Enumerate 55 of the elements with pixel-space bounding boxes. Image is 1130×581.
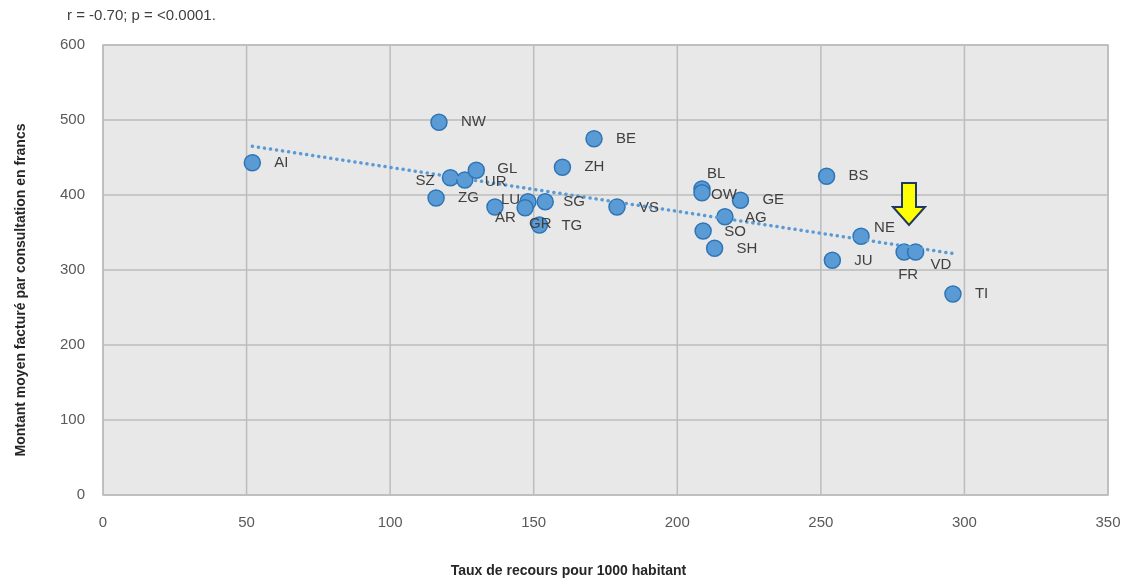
x-tick-label: 100	[377, 513, 403, 530]
y-tick-label: 200	[59, 334, 85, 352]
annotation: JU	[854, 251, 873, 269]
annotation: GL	[497, 159, 518, 177]
point	[553, 158, 572, 176]
x-tick-label: 50	[238, 513, 255, 530]
annotation: BS	[848, 166, 869, 184]
y-tick-label: 300	[59, 259, 85, 277]
annotation: TG	[561, 215, 583, 233]
point	[536, 193, 554, 211]
annotation: LU	[500, 189, 521, 207]
y-tick-label: 100	[59, 409, 85, 427]
y-tick-label: 600	[59, 34, 85, 52]
point	[427, 189, 445, 207]
annotation: VD	[930, 254, 952, 272]
point	[705, 239, 724, 257]
y-tick-label: 500	[59, 109, 85, 127]
annotation: SG	[563, 191, 585, 209]
annotation: SZ	[415, 170, 435, 188]
point	[467, 161, 486, 179]
point	[430, 113, 448, 131]
point	[243, 154, 262, 172]
x-tick-label: 0	[98, 513, 108, 530]
x-axis-title: Taux de recours pour 1000 habitant	[450, 562, 687, 578]
annotation: SH	[736, 239, 758, 257]
annotation: NE	[874, 218, 895, 236]
annotation: SO	[724, 221, 746, 239]
x-tick-label: 200	[664, 513, 690, 530]
annotation: AI	[274, 152, 289, 170]
y-tick-label: 400	[59, 184, 85, 202]
annotation: VS	[638, 197, 659, 215]
y-axis-title: Montant moyen facturé par consultation en francs	[12, 123, 28, 457]
y-tick-label: 0	[76, 484, 85, 502]
x-tick-label: 350	[1095, 513, 1121, 530]
x-tick-label: 300	[951, 513, 977, 530]
annotation: ZH	[584, 157, 605, 175]
chart-title: r = -0.70; p = <0.0001.	[67, 6, 216, 23]
annotation: NW	[460, 112, 487, 130]
point	[944, 285, 962, 303]
point	[585, 130, 603, 148]
annotation: ZG	[458, 187, 479, 205]
point	[823, 251, 842, 269]
point	[694, 222, 712, 240]
annotation: AG	[744, 207, 767, 225]
point	[817, 167, 836, 185]
annotation: GE	[762, 190, 785, 208]
annotation: TI	[974, 283, 989, 301]
annotation: FR	[898, 264, 919, 282]
point	[693, 184, 711, 202]
annotation: AR	[494, 207, 516, 225]
annotation: OW	[710, 184, 738, 202]
annotation: BL	[706, 163, 726, 181]
x-tick-label: 150	[521, 513, 547, 530]
x-tick-label: 250	[808, 513, 834, 530]
annotation: BE	[616, 128, 637, 146]
